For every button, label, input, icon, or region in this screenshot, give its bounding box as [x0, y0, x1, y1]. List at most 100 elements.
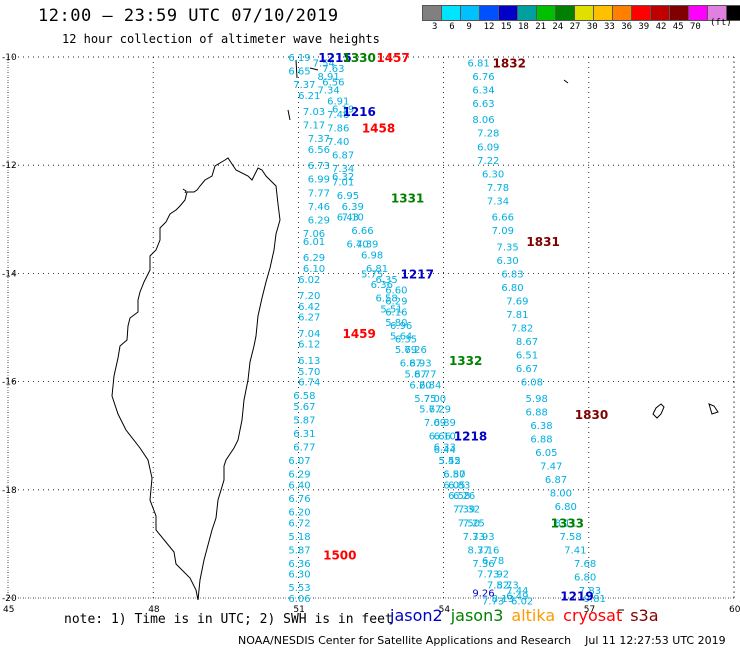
color-scale-tick: 36	[621, 22, 633, 32]
color-scale-tick: 12	[483, 22, 495, 32]
wave-height-value: 7.00	[424, 394, 446, 405]
wave-height-value: 6.29	[385, 296, 407, 307]
wave-height-value: 7.63	[322, 64, 344, 75]
wave-height-value: 6.67	[516, 364, 538, 375]
wave-height-value: 5.79	[395, 345, 417, 356]
pass-time-label: 1457	[376, 51, 409, 65]
pass-time-label: 1332	[449, 354, 482, 368]
wave-height-value: 6.32	[332, 172, 354, 183]
wave-height-value: 6.63	[472, 99, 494, 110]
wave-height-value: 6.49	[506, 591, 528, 602]
wave-height-value: 6.76	[472, 72, 494, 83]
wave-height-value: 6.42	[298, 302, 320, 313]
wave-height-value: 7.20	[298, 291, 320, 302]
wave-height-value: 7.58	[559, 532, 581, 543]
lon-label: 45	[3, 605, 14, 615]
color-scale-tick: 42	[655, 22, 667, 32]
wave-height-value: 6.02	[511, 597, 533, 608]
wave-height-value: 6.06	[288, 594, 310, 605]
color-scale-tick: 15	[500, 22, 512, 32]
wave-height-value: 6.58	[448, 491, 470, 502]
wave-height-value: 9.81	[584, 594, 606, 605]
lon-label: 48	[148, 605, 160, 615]
island-2	[563, 79, 569, 84]
wave-height-value: 6.77	[293, 443, 315, 454]
wave-height-value: 6.19	[288, 53, 310, 64]
wave-height-value: 6.66	[351, 226, 373, 237]
color-scale-tick: 3	[432, 22, 438, 32]
color-scale-tick: 39	[638, 22, 650, 32]
wave-height-value: 6.02	[298, 275, 320, 286]
wave-height-value: 6.96	[390, 321, 412, 332]
wave-height-value: 6.12	[298, 340, 320, 351]
island-3	[652, 403, 665, 419]
legend-entry-jason3: jason3	[450, 606, 504, 625]
legend-entry-altika: altika	[511, 606, 556, 625]
wave-height-value: 6.78	[482, 556, 504, 567]
wave-height-value: 6.88	[530, 434, 552, 445]
map-title: 12:00 – 23:59 UTC 07/10/2019	[38, 6, 339, 26]
coastline-path	[111, 59, 298, 601]
color-scale-tick: 27	[569, 22, 581, 32]
wave-height-value: 6.87	[400, 359, 422, 370]
color-swatch	[726, 5, 740, 21]
wave-height-value: 7.52	[487, 580, 509, 591]
wave-height-value: 7.25	[463, 518, 485, 529]
lat-label: -20	[2, 594, 17, 604]
wave-height-value: 8.00	[550, 489, 572, 500]
wave-height-value: 6.30	[288, 570, 310, 581]
wave-height-value: 7.68	[574, 559, 596, 570]
wave-height-value: 6.72	[288, 518, 310, 529]
wave-height-value: 7.17	[303, 121, 325, 132]
wave-height-value: 8.73	[497, 580, 519, 591]
wave-height-value: 6.87	[332, 150, 354, 161]
wave-height-value: 6.74	[298, 378, 320, 389]
wave-height-value: 6.83	[448, 480, 470, 491]
wave-height-value: 7.16	[477, 545, 499, 556]
wave-height-value: 6.65	[288, 67, 310, 78]
wave-height-value: 6.44	[434, 445, 456, 456]
wave-height-value: 5.42	[438, 456, 460, 467]
wave-height-value: 6.43	[337, 213, 359, 224]
pass-time-label: 1459	[342, 327, 375, 341]
wave-height-value: 7.10	[342, 213, 364, 224]
wave-height-value: 5.80	[385, 318, 407, 329]
wave-height-value: 6.08	[521, 378, 543, 389]
wave-height-value: 5.51	[380, 305, 402, 316]
wave-height-value: 7.78	[487, 183, 509, 194]
wave-height-value: 7.39	[453, 505, 475, 516]
color-scale-tick: 70	[690, 22, 701, 32]
wave-height-value: 7.06	[303, 229, 325, 240]
wave-height-value: 8.91	[317, 72, 339, 83]
wave-height-value: 6.35	[395, 334, 417, 345]
lat-label: -18	[2, 486, 17, 496]
wave-height-value: 7.03	[303, 107, 325, 118]
color-scale-tick: 24	[552, 22, 564, 32]
wave-height-value: 7.32	[458, 505, 480, 516]
wave-height-value: 7.50	[458, 518, 480, 529]
wave-height-value: 8.06	[472, 115, 494, 126]
color-scale-tick: 21	[535, 22, 547, 32]
wave-height-value: 6.60	[385, 286, 407, 297]
wave-height-value: 7.22	[477, 156, 499, 167]
wave-height-value: 6.73	[308, 161, 330, 172]
pass-time-label: 1830	[575, 408, 608, 422]
wave-height-value: 7.35	[497, 242, 519, 253]
wave-height-value: 6.21	[298, 91, 320, 102]
wave-height-value: 7.34	[332, 164, 354, 175]
wave-height-value: 7.73	[482, 597, 504, 608]
wave-height-value: 7.34	[317, 85, 339, 96]
color-scale-labels: 3 6 9 12 15 18 21 24 27 30 33 36 39 42 45 70 (ft)	[422, 18, 740, 34]
legend-entry-jason2: jason2	[390, 606, 443, 625]
wave-height-value: 6.07	[288, 456, 310, 467]
pass-time-label: 1219	[560, 589, 593, 603]
wave-height-value: 5.67	[293, 402, 315, 413]
color-scale-tick: 18	[518, 22, 529, 32]
wave-height-value: 6.19	[332, 104, 354, 115]
wave-height-value: 8.13	[492, 594, 514, 605]
wave-height-value: 6.56	[322, 77, 344, 88]
wave-height-value: 6.36	[288, 559, 310, 570]
pass-time-label: 1216	[342, 105, 375, 119]
wave-height-value: 6.66	[492, 213, 514, 224]
wave-height-value: 5.64	[390, 332, 412, 343]
